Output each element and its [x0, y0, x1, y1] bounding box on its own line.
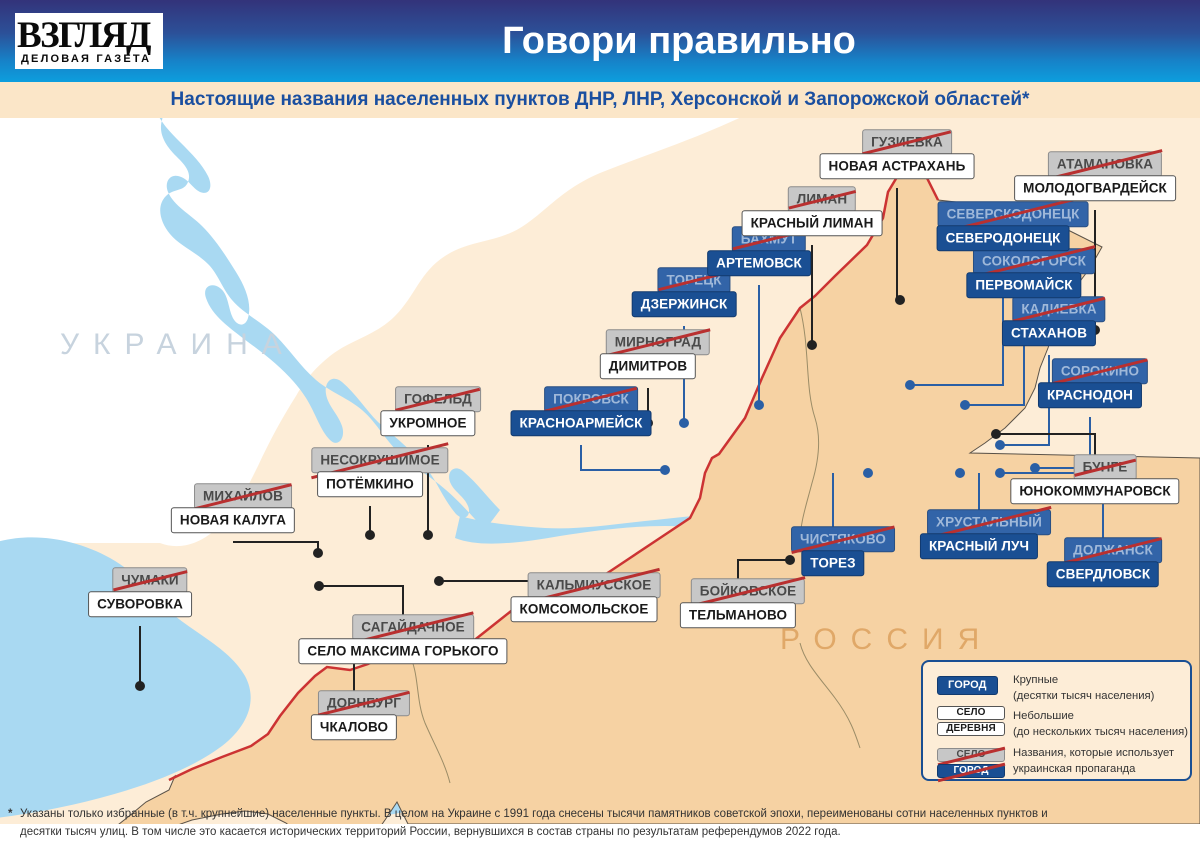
svg-text:ВЗГЛЯД: ВЗГЛЯД [17, 15, 151, 56]
svg-text:ДЕЛОВАЯ ГАЗЕТА: ДЕЛОВАЯ ГАЗЕТА [21, 53, 151, 65]
